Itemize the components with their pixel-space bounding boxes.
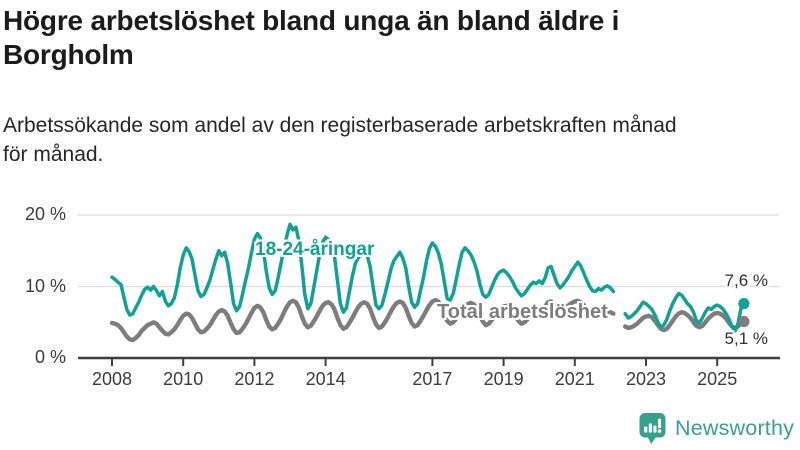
total-line [109,297,747,343]
chart-subtitle: Arbetssökande som andel av den registerb… [3,114,677,166]
total-end-dot [738,315,750,328]
newsworthy-logo-icon [639,413,666,444]
youth-end-dot [738,298,750,310]
newsworthy-logo-text: Newsworthy [675,416,795,440]
page-title: Högre arbetslöshet bland unga än bland ä… [3,5,620,70]
youth-line [110,222,746,333]
newsworthy-logo[interactable]: Newsworthy [638,412,794,445]
